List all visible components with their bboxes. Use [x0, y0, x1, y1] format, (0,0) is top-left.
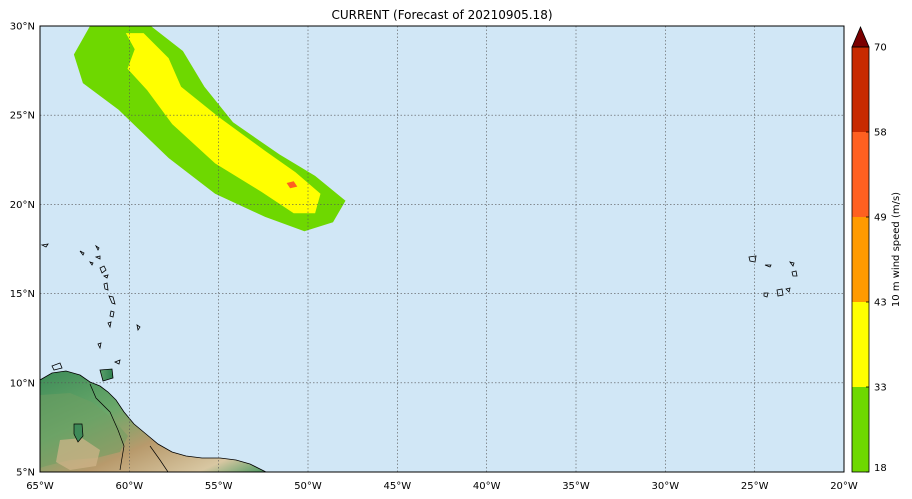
colorbar-title: 10 m wind speed (m/s) [891, 192, 902, 307]
lon-tick-label: 55°W [205, 481, 233, 492]
caribbean-islands [40, 243, 141, 371]
colorbar-segment [852, 217, 869, 302]
lon-tick-label: 30°W [652, 481, 680, 492]
colorbar-segment [852, 387, 869, 472]
colorbar-label: 70 [874, 43, 887, 54]
colorbar-label: 18 [874, 463, 887, 474]
colorbar-segment [852, 47, 869, 132]
colorbar-extend-arrow [851, 25, 870, 48]
axis-tick-labels: 65°W 60°W 55°W 50°W 45°W 40°W 35°W 30°W 25°W 20°W… [10, 22, 858, 493]
wind-swath-49 [286, 181, 298, 189]
lat-tick-label: 30°N [10, 22, 35, 33]
colorbar-label: 33 [874, 383, 887, 394]
lat-tick-label: 5°N [16, 468, 35, 479]
wind-swath-layer [73, 26, 346, 232]
lon-tick-label: 40°W [473, 481, 501, 492]
lon-tick-label: 25°W [741, 481, 769, 492]
cape-verde-islands [748, 255, 798, 298]
map-frame [39, 25, 845, 473]
colorbar-label: 58 [874, 128, 887, 139]
colorbar-segment [852, 302, 869, 387]
colorbar-segment [852, 132, 869, 217]
colorbar-label: 49 [874, 213, 887, 224]
lon-tick-label: 50°W [294, 481, 322, 492]
colorbar: 18 33 43 49 58 70 10 m wind speed (m/s) [851, 25, 902, 474]
wind-swath-33 [125, 33, 321, 214]
lat-tick-label: 15°N [10, 289, 35, 300]
lon-tick-label: 65°W [26, 481, 54, 492]
colorbar-frame [851, 46, 870, 473]
lon-tick-label: 45°W [384, 481, 412, 492]
lon-tick-label: 20°W [830, 481, 858, 492]
lat-tick-label: 20°N [10, 200, 35, 211]
lon-tick-label: 60°W [116, 481, 144, 492]
lat-tick-label: 25°N [10, 111, 35, 122]
lon-tick-label: 35°W [562, 481, 590, 492]
lat-tick-label: 10°N [10, 378, 35, 389]
colorbar-label: 43 [874, 298, 887, 309]
graticule [40, 26, 844, 472]
south-america-land [40, 370, 267, 472]
map-title: CURRENT (Forecast of 20210905.18) [331, 8, 553, 22]
trinidad-island [99, 368, 114, 382]
